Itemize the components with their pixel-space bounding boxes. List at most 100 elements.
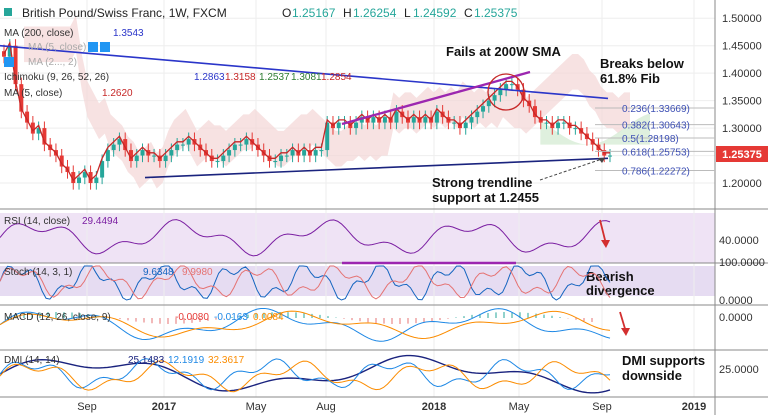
y-tick-label: 1.30000 <box>722 123 762 135</box>
candle-body <box>19 84 24 112</box>
arrow-head <box>621 328 630 336</box>
eye-icon[interactable] <box>4 57 14 67</box>
candle-body <box>382 117 387 123</box>
candle-body <box>561 122 566 124</box>
x-tick-label: Sep <box>592 401 612 413</box>
ichimoku-label: Ichimoku (9, 26, 52, 26) <box>4 72 109 83</box>
dmi-minus-line <box>0 360 611 393</box>
breaks-annotation-1: Breaks below <box>600 56 685 71</box>
stoch-k-line <box>0 265 611 301</box>
candle-body <box>59 155 64 167</box>
x-tick-label: Aug <box>316 401 336 413</box>
candle-body <box>469 117 474 123</box>
candle-body <box>509 84 514 86</box>
candle-body <box>423 117 428 123</box>
ma5-value: 1.2620 <box>102 88 133 99</box>
candle-body <box>325 122 330 151</box>
candle-body <box>394 111 399 123</box>
candle-body <box>88 172 93 184</box>
candle-body <box>573 128 578 130</box>
macd-axis-label: 0.0000 <box>719 312 753 324</box>
price-tag: 1.25375 <box>722 149 762 161</box>
stoch-axis-bottom: 0.0000 <box>719 295 753 307</box>
candle-body <box>313 150 318 156</box>
ma-hidden-label-1: MA (5, close) <box>28 42 86 53</box>
ohlc-o-key: O <box>282 6 291 20</box>
y-tick-label: 1.35000 <box>722 96 762 108</box>
x-tick-label: May <box>246 401 267 413</box>
support-trendline <box>144 157 609 179</box>
forecast-arrow <box>539 157 606 181</box>
eye-icon[interactable] <box>88 42 98 52</box>
candle-body <box>186 139 191 145</box>
chart-header: British Pound/Swiss Franc, 1W, FXCM O 1.… <box>4 6 518 20</box>
candle-body <box>180 144 185 146</box>
candle-body <box>42 128 47 145</box>
dmi-v2: 12.1919 <box>168 355 205 366</box>
stoch-axis-top: 100.0000 <box>719 257 765 269</box>
ichimoku-v1: 1.2863 <box>194 72 225 83</box>
rsi-label: RSI (14, close) <box>4 216 70 227</box>
x-tick-label: Sep <box>77 401 97 413</box>
candle-body <box>290 150 295 156</box>
fib-label: 0.786(1.22272) <box>622 167 690 178</box>
candle-body <box>434 111 439 123</box>
rsi-value: 29.4494 <box>82 216 119 227</box>
ohlc-o-val: 1.25167 <box>292 6 336 20</box>
candle-body <box>94 177 99 184</box>
ma200-label: MA (200, close) <box>4 28 73 39</box>
candle-body <box>452 122 457 124</box>
candle-body <box>140 150 145 156</box>
y-tick-label: 1.40000 <box>722 68 762 80</box>
candle-body <box>128 150 133 162</box>
dmi-plus-line <box>0 358 611 391</box>
ma5-label: MA (5, close) <box>4 88 62 99</box>
ichimoku-v5: 1.2854 <box>321 72 352 83</box>
x-tick-label: 2017 <box>152 401 176 413</box>
settings-icon[interactable] <box>100 42 110 52</box>
fib-label: 0.236(1.33669) <box>622 104 690 115</box>
candle-body <box>284 155 289 157</box>
time-axis: Sep 2017 May Aug 2018 May Sep 2019 <box>77 401 706 413</box>
dmi-v3: 32.3617 <box>208 355 245 366</box>
ma200-value: 1.3543 <box>113 28 144 39</box>
x-tick-label: May <box>509 401 530 413</box>
ma-hidden-label-2: MA (2..., 2) <box>28 57 77 68</box>
fib-label: 0.5(1.28198) <box>622 134 679 145</box>
ichimoku-v4: 1.3081 <box>291 72 322 83</box>
candle-body <box>359 117 364 123</box>
y-tick-label: 1.50000 <box>722 13 762 25</box>
trend-annotation-1: Strong trendline <box>432 175 532 190</box>
fib-label: 0.618(1.25753) <box>622 147 690 158</box>
dmi-axis-label: 25.0000 <box>719 364 759 376</box>
annotations: Fails at 200W SMA Breaks below 61.8% Fib… <box>432 44 705 383</box>
macd-v1: -0.0080 <box>175 312 209 323</box>
candle-body <box>77 177 82 184</box>
candle-body <box>498 89 503 96</box>
candle-body <box>319 150 324 152</box>
ohlc-c-val: 1.25375 <box>474 6 518 20</box>
candle-body <box>273 161 278 163</box>
rsi-band <box>0 213 715 263</box>
candle-body <box>463 122 468 129</box>
candle-body <box>71 172 76 184</box>
breaks-annotation-2: 61.8% Fib <box>600 71 660 86</box>
sma-fail-circle <box>487 73 525 111</box>
candle-body <box>100 161 105 178</box>
fib-levels: 0.236(1.33669) 0.382(1.30643) 0.5(1.28198)… <box>595 104 715 178</box>
x-tick-label: 2018 <box>422 401 446 413</box>
y-tick-label: 1.45000 <box>722 41 762 53</box>
ohlc-l-val: 1.24592 <box>413 6 457 20</box>
indicator-legends: MA (200, close) 1.3543 MA (5, close) MA … <box>4 28 352 99</box>
candle-body <box>36 128 41 134</box>
macd-v2: -0.0163 <box>214 312 248 323</box>
candle-body <box>152 155 157 157</box>
candle-body <box>481 106 486 112</box>
dmi-adx-line <box>0 354 611 394</box>
ohlc-h-key: H <box>343 6 352 20</box>
ichimoku-v2: 1.3158 <box>225 72 256 83</box>
stoch-v1: 9.6348 <box>143 267 174 278</box>
candle-body <box>302 150 307 156</box>
collapse-icon[interactable] <box>4 8 12 16</box>
